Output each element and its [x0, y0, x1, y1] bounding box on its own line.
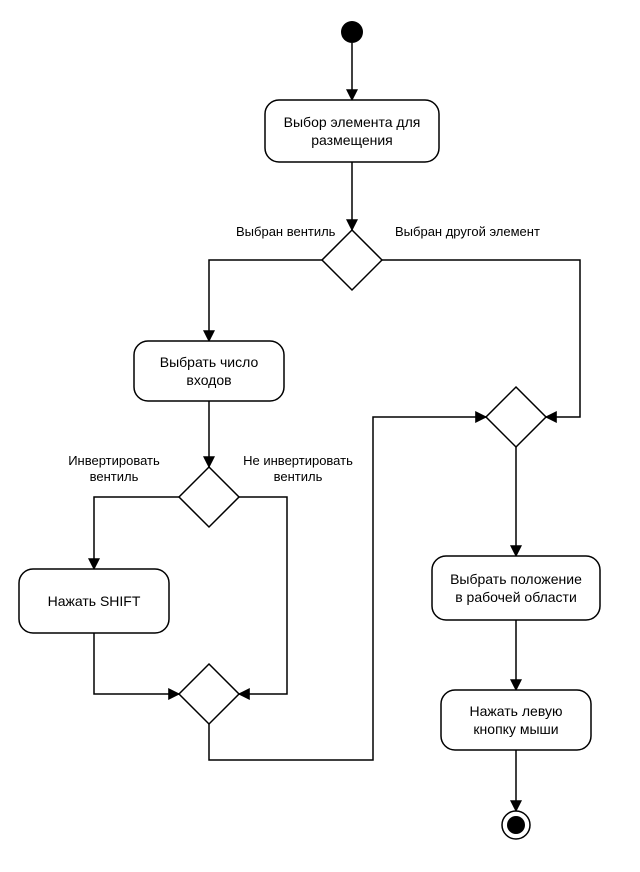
- edge-d1-d4: [382, 260, 580, 417]
- decision-d2: [179, 467, 239, 527]
- decision-d4: [486, 387, 546, 447]
- activity-select_elem: [265, 100, 439, 162]
- edge-d2-press_shift: [94, 497, 179, 569]
- decision-d1: [322, 230, 382, 290]
- edge-d2-d3: [239, 497, 287, 694]
- activity-label-press_shift: Нажать SHIFT: [48, 593, 141, 609]
- edge-d1-select_inputs: [209, 260, 322, 341]
- edge-press_shift-d3: [94, 633, 179, 694]
- activity-select_pos: [432, 556, 600, 620]
- edge-label: Не инвертироватьвентиль: [243, 453, 353, 484]
- edge-label: Выбран другой элемент: [395, 224, 540, 239]
- decision-d3: [179, 664, 239, 724]
- activity-select_inputs: [134, 341, 284, 401]
- edge-label: Выбран вентиль: [236, 224, 336, 239]
- flowchart-canvas: Выбран вентиль Выбран другой элемент Инвер…: [0, 0, 640, 872]
- final-node-dot: [507, 816, 525, 834]
- activity-press_lmb: [441, 690, 591, 750]
- nodes-layer: Выбор элемента дляразмещенияВыбрать числ…: [19, 21, 600, 839]
- initial-node: [341, 21, 363, 43]
- edge-label: Инвертироватьвентиль: [68, 453, 160, 484]
